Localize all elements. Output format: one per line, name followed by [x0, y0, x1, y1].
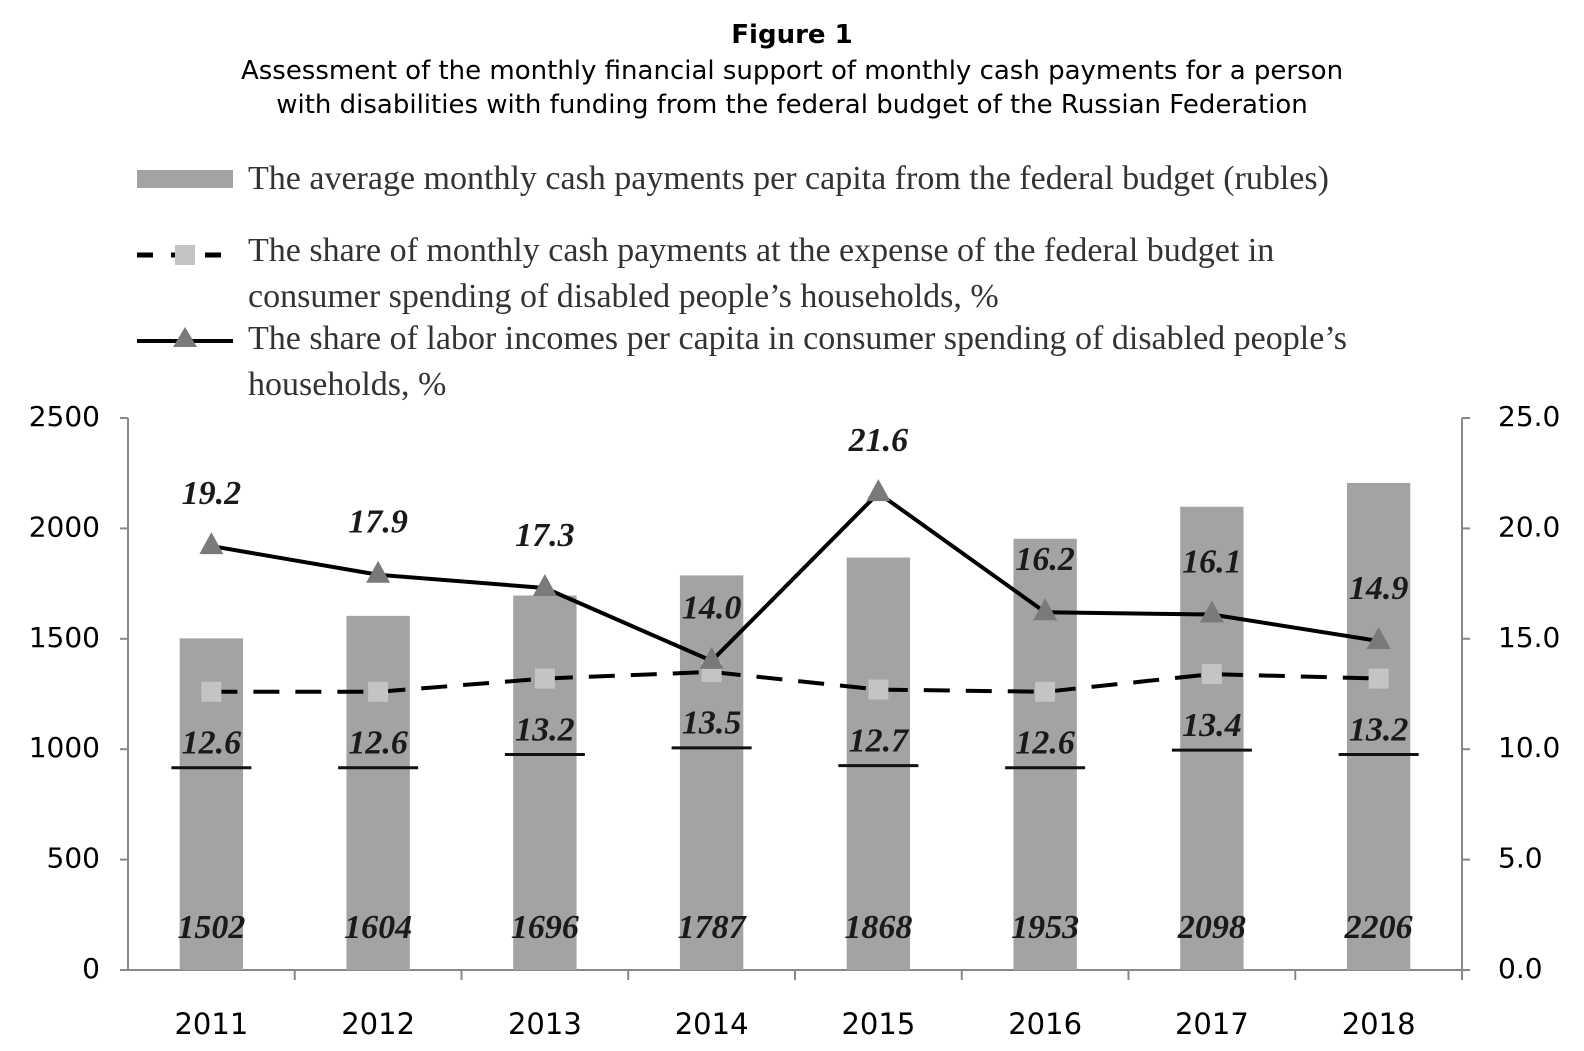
marker	[534, 668, 555, 689]
point-value-label: 16.2	[1015, 541, 1075, 578]
x-tick-label: 2011	[174, 1007, 248, 1041]
y-tick-label: 0	[82, 952, 100, 985]
point-value-label: 17.3	[515, 517, 575, 554]
legend-label: The share of labor incomes per capita in…	[248, 320, 1347, 403]
bar-value-label: 1953	[1011, 909, 1079, 946]
marker	[201, 681, 222, 702]
point-value-label: 12.7	[849, 722, 911, 759]
y2-tick-label: 10.0	[1498, 731, 1560, 764]
bar-value-label: 2206	[1344, 909, 1413, 946]
marker	[1033, 598, 1058, 621]
marker	[868, 679, 889, 700]
y-tick-label: 1500	[29, 621, 100, 654]
legend-marker	[175, 245, 195, 265]
legend-marker	[173, 327, 197, 347]
x-tick-label: 2017	[1175, 1007, 1249, 1041]
point-value-label: 13.5	[682, 705, 742, 742]
chart-subtitle: with disabilities with funding from the …	[276, 90, 1308, 120]
y2-tick-label: 0.0	[1498, 952, 1543, 985]
bar	[846, 557, 911, 970]
bar	[1180, 506, 1244, 970]
point-value-label: 16.1	[1182, 543, 1242, 580]
marker	[699, 646, 724, 669]
y-tick-label: 2500	[29, 400, 100, 433]
bar	[1346, 482, 1411, 970]
line	[211, 669, 1379, 694]
marker	[1201, 664, 1222, 685]
point-value-label: 12.6	[348, 725, 408, 762]
point-value-label: 21.6	[848, 422, 909, 459]
legend-label: The average monthly cash payments per ca…	[248, 160, 1329, 197]
point-value-label: 14.9	[1349, 570, 1409, 607]
bar-value-label: 1502	[177, 909, 245, 946]
marker	[532, 574, 557, 597]
bar	[346, 615, 410, 970]
y2-tick-label: 25.0	[1498, 400, 1560, 433]
bar-value-label: 1604	[344, 909, 412, 946]
marker	[366, 560, 391, 583]
point-value-label: 13.2	[515, 711, 575, 748]
marker	[368, 681, 389, 702]
x-tick-label: 2016	[1008, 1007, 1082, 1041]
marker	[199, 532, 224, 555]
bar	[513, 595, 577, 970]
marker	[1035, 681, 1056, 702]
y2-tick-label: 20.0	[1498, 510, 1560, 543]
point-value-label: 17.9	[348, 504, 408, 541]
marker	[1366, 627, 1391, 650]
chart-subtitle: Assessment of the monthly financial supp…	[240, 56, 1344, 86]
y2-tick-label: 5.0	[1498, 842, 1543, 875]
y-tick-label: 500	[47, 842, 100, 875]
point-value-label: 14.0	[682, 590, 742, 627]
point-value-label: 19.2	[182, 475, 242, 512]
line	[211, 490, 1379, 664]
legend-swatch	[137, 170, 233, 188]
bar-value-label: 1868	[844, 909, 912, 946]
marker	[866, 479, 891, 502]
chart-title: Figure 1	[731, 20, 853, 50]
marker	[1368, 668, 1389, 689]
point-value-label: 13.2	[1349, 711, 1409, 748]
x-tick-label: 2012	[341, 1007, 415, 1041]
point-value-label: 13.4	[1182, 707, 1242, 744]
y-tick-label: 1000	[29, 731, 100, 764]
x-tick-label: 2015	[841, 1007, 915, 1041]
x-tick-label: 2013	[508, 1007, 582, 1041]
point-value-label: 12.6	[1015, 725, 1075, 762]
point-value-label: 12.6	[182, 725, 242, 762]
x-tick-label: 2018	[1342, 1007, 1416, 1041]
y2-tick-label: 15.0	[1498, 621, 1560, 654]
bar-value-label: 1787	[678, 909, 748, 946]
bar-value-label: 2098	[1177, 909, 1246, 946]
marker	[1199, 600, 1224, 623]
x-tick-label: 2014	[675, 1007, 749, 1041]
legend-label: The share of monthly cash payments at th…	[248, 232, 1275, 315]
y-tick-label: 2000	[29, 510, 100, 543]
bar-value-label: 1696	[511, 909, 579, 946]
